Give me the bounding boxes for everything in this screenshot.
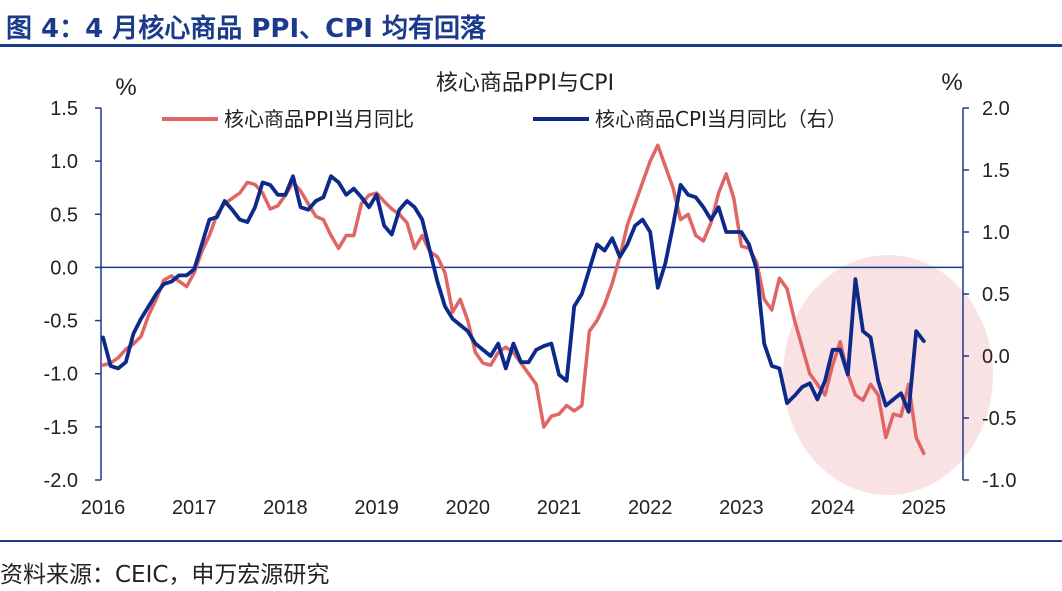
header-divider <box>0 44 1062 47</box>
right-tick-label: 0.0 <box>982 346 1010 368</box>
left-tick-label: 1.5 <box>50 98 78 120</box>
footer-divider <box>0 540 1062 542</box>
left-tick-label: 0.5 <box>50 204 78 226</box>
figure-title: 图 4：4 月核心商品 PPI、CPI 均有回落 <box>6 14 486 44</box>
x-tick-label: 2022 <box>628 497 673 519</box>
x-tick-label: 2024 <box>810 497 855 519</box>
series-line-ppi <box>101 143 926 456</box>
figure-header: 图 4：4 月核心商品 PPI、CPI 均有回落 <box>0 0 1062 47</box>
legend-label-ppi: 核心商品PPI当月同比 <box>224 107 414 131</box>
x-tick-label: 2019 <box>354 497 399 519</box>
x-tick-label: 2025 <box>902 497 947 519</box>
left-tick-label: -1.5 <box>44 417 78 439</box>
x-tick-label: 2018 <box>263 497 308 519</box>
x-tick-label: 2021 <box>537 497 582 519</box>
right-unit-label: % <box>941 69 962 96</box>
left-unit-label: % <box>115 74 136 101</box>
legend: 核心商品PPI当月同比 核心商品CPI当月同比（右） <box>162 107 847 131</box>
x-tick-label: 2020 <box>446 497 491 519</box>
right-tick-label: 1.5 <box>982 160 1010 182</box>
chart-title: 核心商品PPI与CPI <box>436 71 614 96</box>
highlight-circle <box>783 255 993 495</box>
x-tick-label: 2023 <box>719 497 764 519</box>
left-tick-label: 1.0 <box>50 151 78 173</box>
x-tick-label: 2017 <box>172 497 217 519</box>
left-tick-label: -1.0 <box>44 364 78 386</box>
right-tick-label: -0.5 <box>982 408 1016 430</box>
left-tick-label: -0.5 <box>44 311 78 333</box>
series-line-cpi <box>101 174 926 414</box>
right-tick-label: 1.0 <box>982 222 1010 244</box>
chart-area: 核心商品PPI与CPI % % 核心商品PPI当月同比 核心商品CPI当月同比（… <box>44 69 1017 519</box>
x-tick-label: 2016 <box>81 497 126 519</box>
axes: 1.5 1.0 0.5 0.0 -0.5 -1.0 -1.5 -2.0 2.0 1.5 1.0 0.5… <box>44 98 1017 519</box>
right-tick-label: 0.5 <box>982 284 1010 306</box>
source-note: 资料来源：CEIC，申万宏源研究 <box>0 562 330 588</box>
right-tick-label: -1.0 <box>982 470 1016 492</box>
left-tick-label: -2.0 <box>44 470 78 492</box>
series-lines <box>101 143 926 456</box>
right-tick-label: 2.0 <box>982 98 1010 120</box>
legend-label-cpi: 核心商品CPI当月同比（右） <box>595 107 847 131</box>
left-tick-label: 0.0 <box>50 257 78 279</box>
